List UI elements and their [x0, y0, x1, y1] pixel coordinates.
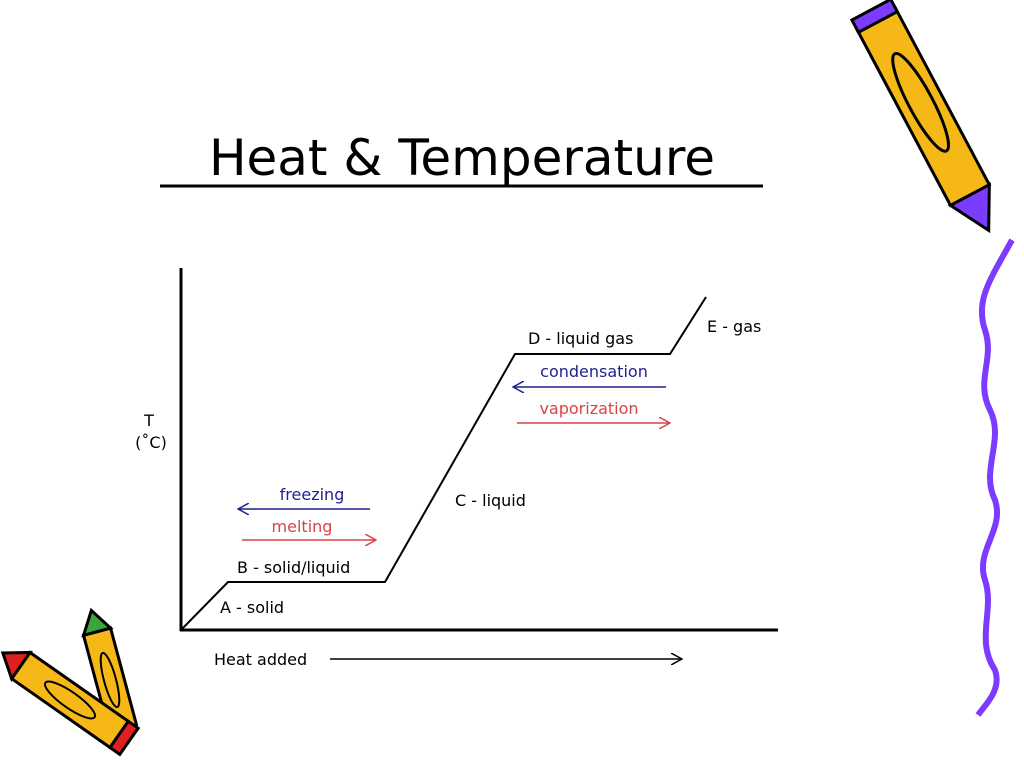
y-axis-unit: (˚C) — [135, 433, 167, 452]
crayon-decoration — [81, 607, 139, 734]
process-label: melting — [272, 517, 333, 536]
phase-label: E - gas — [707, 317, 761, 336]
process-label: vaporization — [539, 399, 638, 418]
decorative-wave — [975, 238, 1015, 717]
title: Heat & Temperature — [209, 129, 715, 187]
phase-label: B - solid/liquid — [237, 558, 350, 577]
phase-label: C - liquid — [455, 491, 526, 510]
process-label: condensation — [540, 362, 648, 381]
heating-curve — [180, 296, 707, 631]
crayon-decoration — [849, 0, 992, 234]
x-axis-label: Heat added — [214, 650, 307, 669]
process-label: freezing — [280, 485, 345, 504]
phase-label: D - liquid gas — [528, 329, 633, 348]
y-axis-label: T — [143, 411, 154, 430]
phase-label: A - solid — [220, 598, 284, 617]
crayon-decoration — [0, 650, 141, 757]
